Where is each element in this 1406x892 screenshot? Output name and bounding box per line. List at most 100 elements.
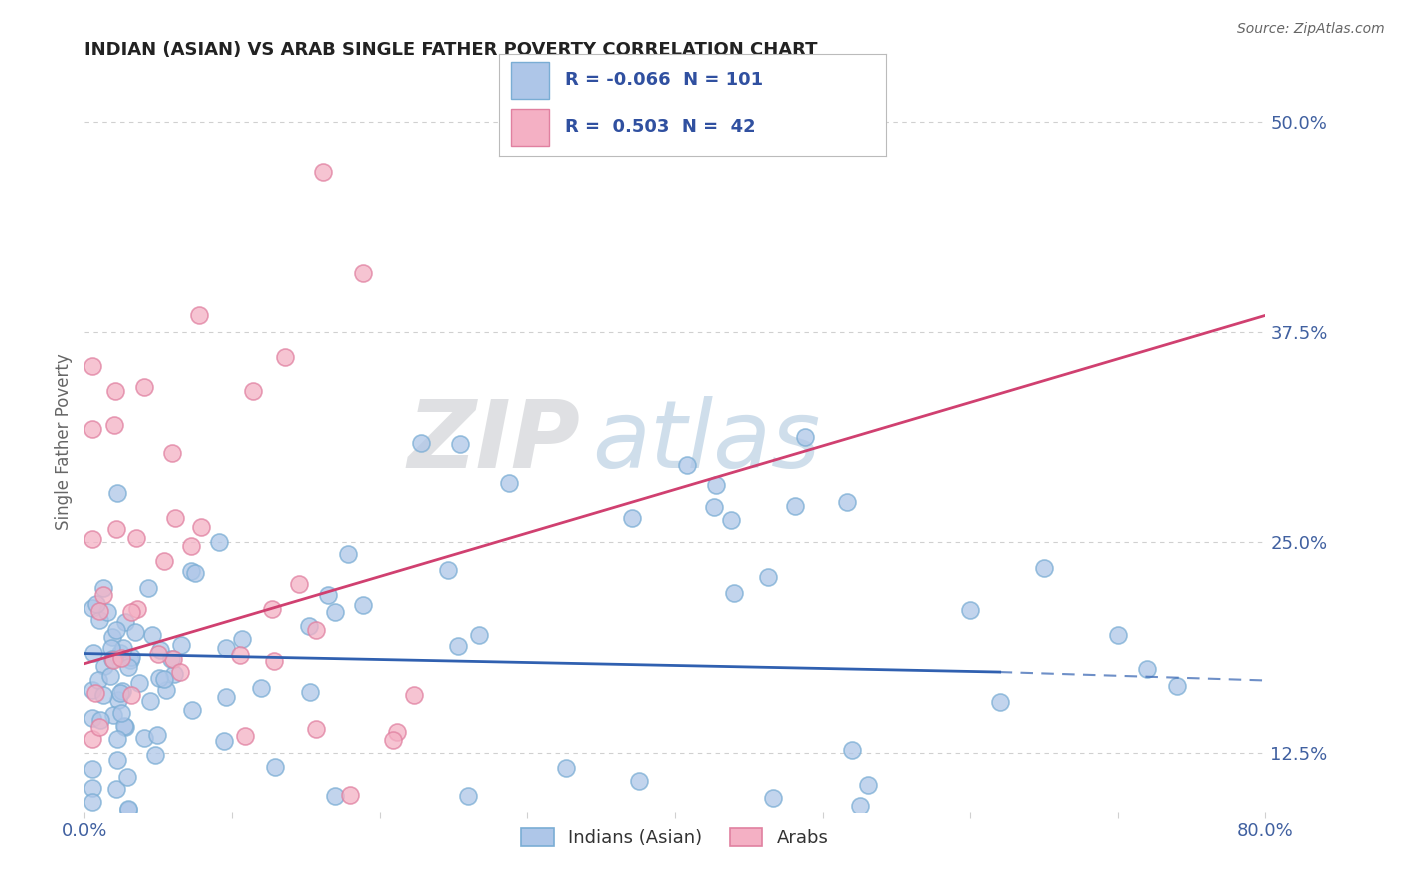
- Point: [91, 581, 114, 595]
- Point: [87, 673, 110, 687]
- Point: [720, 513, 742, 527]
- Y-axis label: Single Father Poverty: Single Father Poverty: [55, 353, 73, 530]
- Point: [468, 628, 491, 642]
- Point: [208, 535, 231, 549]
- Point: [723, 585, 745, 599]
- Text: atlas: atlas: [592, 396, 821, 487]
- Legend: Indians (Asian), Arabs: Indians (Asian), Arabs: [515, 821, 835, 855]
- Point: [835, 495, 858, 509]
- Point: [112, 719, 135, 733]
- Point: [117, 803, 139, 817]
- Point: [148, 647, 170, 661]
- Point: [554, 761, 576, 775]
- Point: [105, 754, 128, 768]
- Point: [120, 606, 142, 620]
- Point: [93, 659, 115, 673]
- Point: [125, 602, 148, 616]
- Point: [80, 763, 103, 777]
- Point: [264, 760, 287, 774]
- Point: [159, 652, 181, 666]
- Point: [190, 520, 212, 534]
- Text: Source: ZipAtlas.com: Source: ZipAtlas.com: [1237, 22, 1385, 37]
- Point: [136, 582, 159, 596]
- Text: ZIP: ZIP: [408, 395, 581, 488]
- Point: [153, 672, 176, 686]
- Point: [988, 695, 1011, 709]
- Point: [117, 802, 139, 816]
- Point: [675, 458, 697, 473]
- Point: [114, 720, 136, 734]
- Point: [263, 654, 285, 668]
- Point: [87, 613, 110, 627]
- Text: R = -0.066  N = 101: R = -0.066 N = 101: [565, 71, 763, 89]
- Point: [180, 540, 202, 554]
- Point: [316, 588, 339, 602]
- Point: [148, 671, 170, 685]
- Point: [402, 689, 425, 703]
- Point: [117, 660, 139, 674]
- Point: [188, 309, 211, 323]
- FancyBboxPatch shape: [510, 62, 550, 99]
- Point: [250, 681, 273, 696]
- Point: [128, 676, 150, 690]
- Point: [621, 511, 644, 525]
- Point: [160, 446, 183, 460]
- Point: [120, 650, 142, 665]
- Point: [120, 688, 142, 702]
- FancyBboxPatch shape: [510, 109, 550, 145]
- Point: [231, 632, 253, 647]
- Point: [153, 554, 176, 568]
- Point: [80, 711, 103, 725]
- Point: [447, 639, 470, 653]
- Point: [108, 685, 131, 699]
- Point: [180, 564, 202, 578]
- Point: [959, 603, 981, 617]
- Point: [110, 706, 132, 721]
- Point: [323, 789, 346, 804]
- Point: [298, 618, 321, 632]
- Point: [273, 351, 295, 365]
- Point: [242, 384, 264, 398]
- Point: [80, 683, 103, 698]
- Point: [336, 547, 359, 561]
- Point: [105, 781, 128, 796]
- Point: [124, 531, 146, 545]
- Point: [80, 422, 103, 436]
- Point: [82, 359, 104, 373]
- Point: [96, 605, 118, 619]
- Point: [627, 774, 650, 789]
- Point: [146, 728, 169, 742]
- Point: [124, 625, 146, 640]
- Point: [352, 266, 374, 280]
- Point: [101, 653, 124, 667]
- Point: [215, 641, 238, 656]
- Point: [298, 685, 321, 699]
- Point: [184, 566, 207, 581]
- Point: [1166, 679, 1188, 693]
- Point: [793, 430, 815, 444]
- Point: [849, 798, 872, 813]
- Point: [143, 748, 166, 763]
- Point: [101, 630, 124, 644]
- Point: [80, 781, 103, 796]
- Point: [229, 648, 252, 663]
- Point: [180, 703, 202, 717]
- Point: [165, 510, 187, 524]
- Point: [449, 437, 471, 451]
- Text: INDIAN (ASIAN) VS ARAB SINGLE FATHER POVERTY CORRELATION CHART: INDIAN (ASIAN) VS ARAB SINGLE FATHER POV…: [84, 41, 818, 59]
- Point: [107, 692, 129, 706]
- Point: [155, 683, 177, 698]
- Point: [323, 605, 346, 619]
- Point: [100, 651, 122, 665]
- Point: [110, 651, 132, 665]
- Point: [80, 601, 103, 615]
- Point: [93, 688, 115, 702]
- Point: [117, 770, 139, 784]
- Point: [82, 646, 104, 660]
- Point: [118, 653, 141, 667]
- Point: [80, 532, 103, 546]
- Point: [1033, 560, 1056, 574]
- Point: [457, 789, 479, 803]
- Point: [80, 795, 103, 809]
- Point: [856, 778, 879, 792]
